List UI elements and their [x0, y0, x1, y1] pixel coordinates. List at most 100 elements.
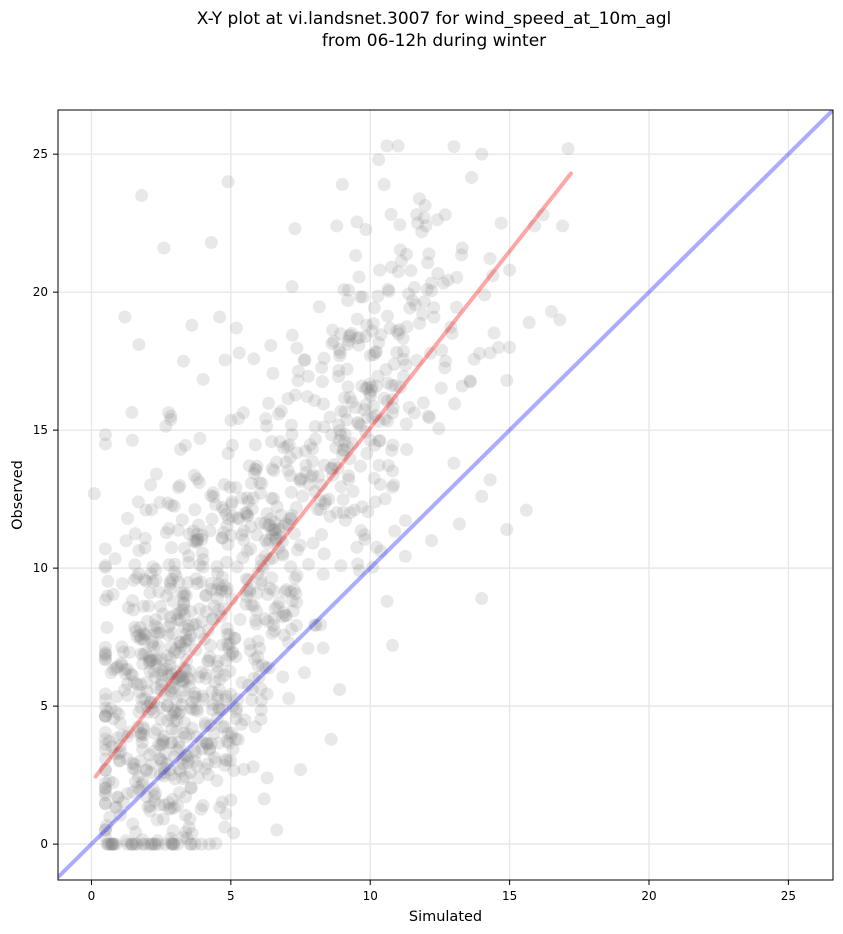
scatter-point: [127, 573, 141, 587]
scatter-point: [378, 412, 392, 426]
scatter-point: [275, 610, 289, 624]
scatter-point: [178, 608, 192, 622]
scatter-point: [359, 398, 373, 412]
scatter-point: [170, 612, 184, 626]
scatter-point: [169, 725, 183, 739]
scatter-point: [190, 577, 204, 591]
scatter-point: [98, 737, 112, 751]
scatter-point: [195, 533, 209, 547]
scatter-point: [117, 683, 131, 697]
scatter-point: [207, 726, 221, 740]
scatter-point: [260, 771, 274, 785]
scatter-point: [144, 567, 158, 581]
scatter-point: [169, 693, 183, 707]
scatter-point: [221, 175, 235, 189]
scatter-point: [244, 520, 258, 534]
scatter-point: [137, 722, 151, 736]
scatter-point: [399, 358, 413, 372]
scatter-point: [166, 594, 180, 608]
scatter-point: [156, 607, 170, 621]
scatter-point: [118, 663, 132, 677]
scatter-point: [284, 585, 298, 599]
scatter-point: [338, 513, 352, 527]
scatter-point: [335, 448, 349, 462]
scatter-point: [172, 786, 186, 800]
scatter-point: [225, 497, 239, 511]
scatter-point: [522, 316, 536, 330]
scatter-point: [184, 701, 198, 715]
scatter-point: [203, 742, 217, 756]
scatter-point: [279, 517, 293, 531]
scatter-point: [203, 650, 217, 664]
scatter-point: [135, 692, 149, 706]
scatter-point: [250, 604, 264, 618]
scatter-point: [116, 645, 130, 659]
scatter-point: [205, 612, 219, 626]
scatter-point: [176, 830, 190, 844]
scatter-point: [387, 478, 401, 492]
scatter-point: [261, 587, 275, 601]
scatter-point: [110, 800, 124, 814]
scatter-point: [160, 699, 174, 713]
scatter-point: [112, 746, 126, 760]
scatter-point: [250, 586, 264, 600]
scatter-point: [177, 661, 191, 675]
scatter-point: [267, 624, 281, 638]
scatter-point: [223, 754, 237, 768]
scatter-point: [215, 570, 229, 584]
scatter-point: [131, 720, 145, 734]
scatter-point: [235, 676, 249, 690]
scatter-point: [130, 570, 144, 584]
scatter-point: [303, 438, 317, 452]
scatter-point: [372, 434, 386, 448]
scatter-point: [218, 668, 232, 682]
scatter-point: [212, 736, 226, 750]
scatter-point: [249, 613, 263, 627]
scatter-point: [242, 459, 256, 473]
scatter-point: [265, 462, 279, 476]
scatter-point: [343, 506, 357, 520]
scatter-point: [373, 434, 387, 448]
scatter-point: [212, 603, 226, 617]
scatter-point: [125, 433, 139, 447]
scatter-point: [283, 469, 297, 483]
scatter-point: [329, 441, 343, 455]
scatter-point: [180, 831, 194, 845]
scatter-point: [290, 595, 304, 609]
scatter-point: [104, 702, 118, 716]
scatter-point: [139, 627, 153, 641]
scatter-point: [118, 667, 132, 681]
scatter-point: [221, 538, 235, 552]
scatter-point: [164, 667, 178, 681]
scatter-point: [127, 675, 141, 689]
scatter-point: [207, 490, 221, 504]
scatter-point: [167, 714, 181, 728]
scatter-point: [386, 638, 400, 652]
scatter-point: [134, 678, 148, 692]
scatter-point: [203, 524, 217, 538]
scatter-point: [341, 293, 355, 307]
scatter-point: [167, 837, 181, 851]
scatter-point: [536, 208, 550, 222]
scatter-point: [367, 348, 381, 362]
scatter-point: [350, 312, 364, 326]
scatter-point: [421, 256, 435, 270]
scatter-point: [475, 489, 489, 503]
scatter-point: [217, 602, 231, 616]
scatter-point: [147, 705, 161, 719]
scatter-point: [343, 390, 357, 404]
scatter-point: [256, 658, 270, 672]
scatter-point: [163, 763, 177, 777]
scatter-point: [154, 753, 168, 767]
scatter-point: [196, 560, 210, 574]
scatter-point: [98, 743, 112, 757]
scatter-point: [217, 503, 231, 517]
scatter-point: [394, 254, 408, 268]
scatter-point: [98, 437, 112, 451]
scatter-point: [277, 441, 291, 455]
scatter-point: [528, 219, 542, 233]
scatter-point: [224, 793, 238, 807]
scatter-point: [98, 763, 112, 777]
scatter-point: [269, 533, 283, 547]
scatter-point: [119, 534, 133, 548]
